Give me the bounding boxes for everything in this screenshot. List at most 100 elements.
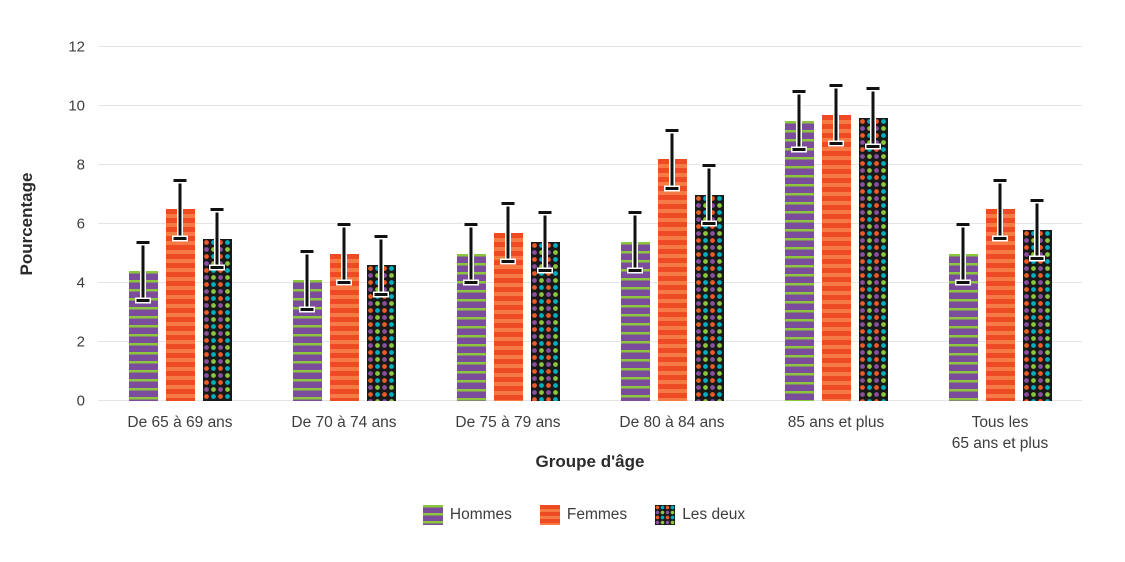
error-bar-cap-top: [792, 90, 806, 94]
error-bar-femmes-group4: [658, 128, 687, 190]
error-bar-cap-bottom: [464, 281, 478, 284]
error-bar-stem: [506, 203, 510, 263]
error-bar-cap-top: [173, 178, 187, 182]
error-bar-cap-top: [866, 87, 880, 91]
error-bar-stem: [834, 85, 838, 145]
error-bar-femmes-group6: [986, 178, 1015, 240]
legend-swatch-femmes: [539, 505, 560, 525]
error-bar-les-deux-group6: [1023, 199, 1052, 261]
y-tick-text: 4: [76, 274, 85, 292]
error-bar-stem: [178, 179, 182, 239]
bar-femmes-group1: [165, 209, 195, 401]
legend-label: Hommes: [449, 506, 512, 523]
y-axis-title: Pourcentage: [17, 172, 36, 276]
error-bar-stem: [342, 224, 346, 283]
gridline-6: [98, 223, 1082, 224]
bar-femmes-group2: [329, 253, 359, 401]
error-bar-cap-top: [702, 164, 716, 167]
legend-swatch-les-deux: [655, 505, 676, 525]
plot-area: [98, 46, 1082, 401]
x-category-label-6: Tous les 65 ans et plus: [951, 414, 1049, 452]
error-bar-cap-top: [665, 128, 679, 132]
error-bar-cap-top: [993, 178, 1007, 182]
error-bar-stem: [469, 224, 473, 283]
legend-item-femmes: Femmes: [539, 505, 628, 525]
error-bar-les-deux-group3: [531, 211, 560, 273]
error-bar-cap-top: [829, 84, 843, 88]
legend: Hommes Femmes Les deux: [43, 505, 1125, 525]
error-bar-cap-bottom: [628, 269, 642, 273]
error-bar-cap-top: [1030, 199, 1044, 203]
error-bar-stem: [215, 209, 219, 269]
error-bar-cap-bottom: [829, 142, 843, 146]
x-category-label-5: 85 ans et plus: [787, 414, 885, 431]
error-bar-femmes-group5: [822, 84, 851, 146]
error-bar-femmes-group3: [494, 202, 523, 264]
error-bar-cap-top: [538, 211, 552, 215]
error-bar-cap-top: [501, 202, 515, 206]
error-bar-cap-top: [956, 223, 970, 226]
gridline-0: [98, 400, 1082, 401]
error-bar-cap-top: [464, 223, 478, 226]
y-tick-text: 12: [68, 38, 85, 56]
bar-les-deux-group2: [366, 265, 396, 401]
error-bar-cap-top: [136, 240, 150, 244]
x-category-label-2: De 70 à 74 ans: [291, 414, 397, 431]
error-bar-stem: [871, 88, 875, 148]
x-category-label-3: De 75 à 79 ans: [455, 414, 561, 431]
bar-les-deux-group4: [694, 194, 724, 401]
error-bar-stem: [633, 212, 637, 272]
gridline-12: [98, 46, 1082, 47]
x-category-label-1: De 65 à 69 ans: [127, 414, 233, 431]
error-bar-stem: [379, 235, 383, 295]
error-bar-cap-top: [628, 211, 642, 215]
gridline-8: [98, 164, 1082, 165]
error-bar-cap-bottom: [374, 292, 388, 296]
y-tick-text: 8: [76, 156, 85, 174]
error-bar-les-deux-group2: [367, 234, 396, 296]
legend-label: Les deux: [682, 506, 746, 523]
legend-item-hommes: Hommes: [422, 505, 512, 525]
error-bar-stem: [961, 224, 965, 283]
error-bar-cap-bottom: [702, 222, 716, 225]
error-bar-stem: [797, 91, 801, 151]
y-tick-text: 2: [76, 333, 85, 351]
error-bar-cap-top: [210, 208, 224, 212]
bar-femmes-group5: [821, 114, 851, 401]
error-bar-cap-bottom: [300, 307, 314, 311]
bar-femmes-group3: [493, 232, 523, 401]
error-bar-hommes-group2: [293, 249, 322, 311]
gridline-4: [98, 282, 1082, 283]
y-tick-text: 0: [76, 392, 85, 410]
error-bar-cap-top: [300, 249, 314, 253]
gridline-2: [98, 341, 1082, 342]
legend-label: Femmes: [566, 506, 628, 523]
error-bar-hommes-group6: [949, 223, 978, 284]
y-tick-text: 10: [68, 97, 85, 115]
error-bar-cap-bottom: [337, 281, 351, 284]
error-bar-cap-bottom: [993, 236, 1007, 240]
error-bar-cap-bottom: [956, 281, 970, 284]
error-bar-stem: [543, 212, 547, 272]
legend-swatch-hommes: [422, 505, 443, 525]
error-bar-cap-bottom: [866, 145, 880, 149]
error-bar-stem: [670, 129, 674, 189]
error-bar-cap-bottom: [665, 186, 679, 190]
error-bar-cap-bottom: [792, 148, 806, 152]
y-tick-text: 6: [76, 215, 85, 233]
error-bar-les-deux-group5: [859, 87, 888, 149]
error-bar-hommes-group5: [785, 90, 814, 152]
error-bar-stem: [1035, 200, 1039, 260]
error-bar-cap-bottom: [136, 298, 150, 302]
bar-hommes-group2: [292, 280, 322, 401]
error-bar-cap-bottom: [1030, 257, 1044, 261]
error-bar-femmes-group1: [166, 178, 195, 240]
error-bar-hommes-group3: [457, 223, 486, 284]
bar-les-deux-group5: [858, 117, 888, 401]
error-bar-cap-top: [374, 234, 388, 238]
error-bar-cap-bottom: [210, 266, 224, 270]
error-bar-cap-bottom: [173, 236, 187, 240]
error-bar-les-deux-group1: [203, 208, 232, 270]
error-bar-les-deux-group4: [695, 164, 724, 225]
